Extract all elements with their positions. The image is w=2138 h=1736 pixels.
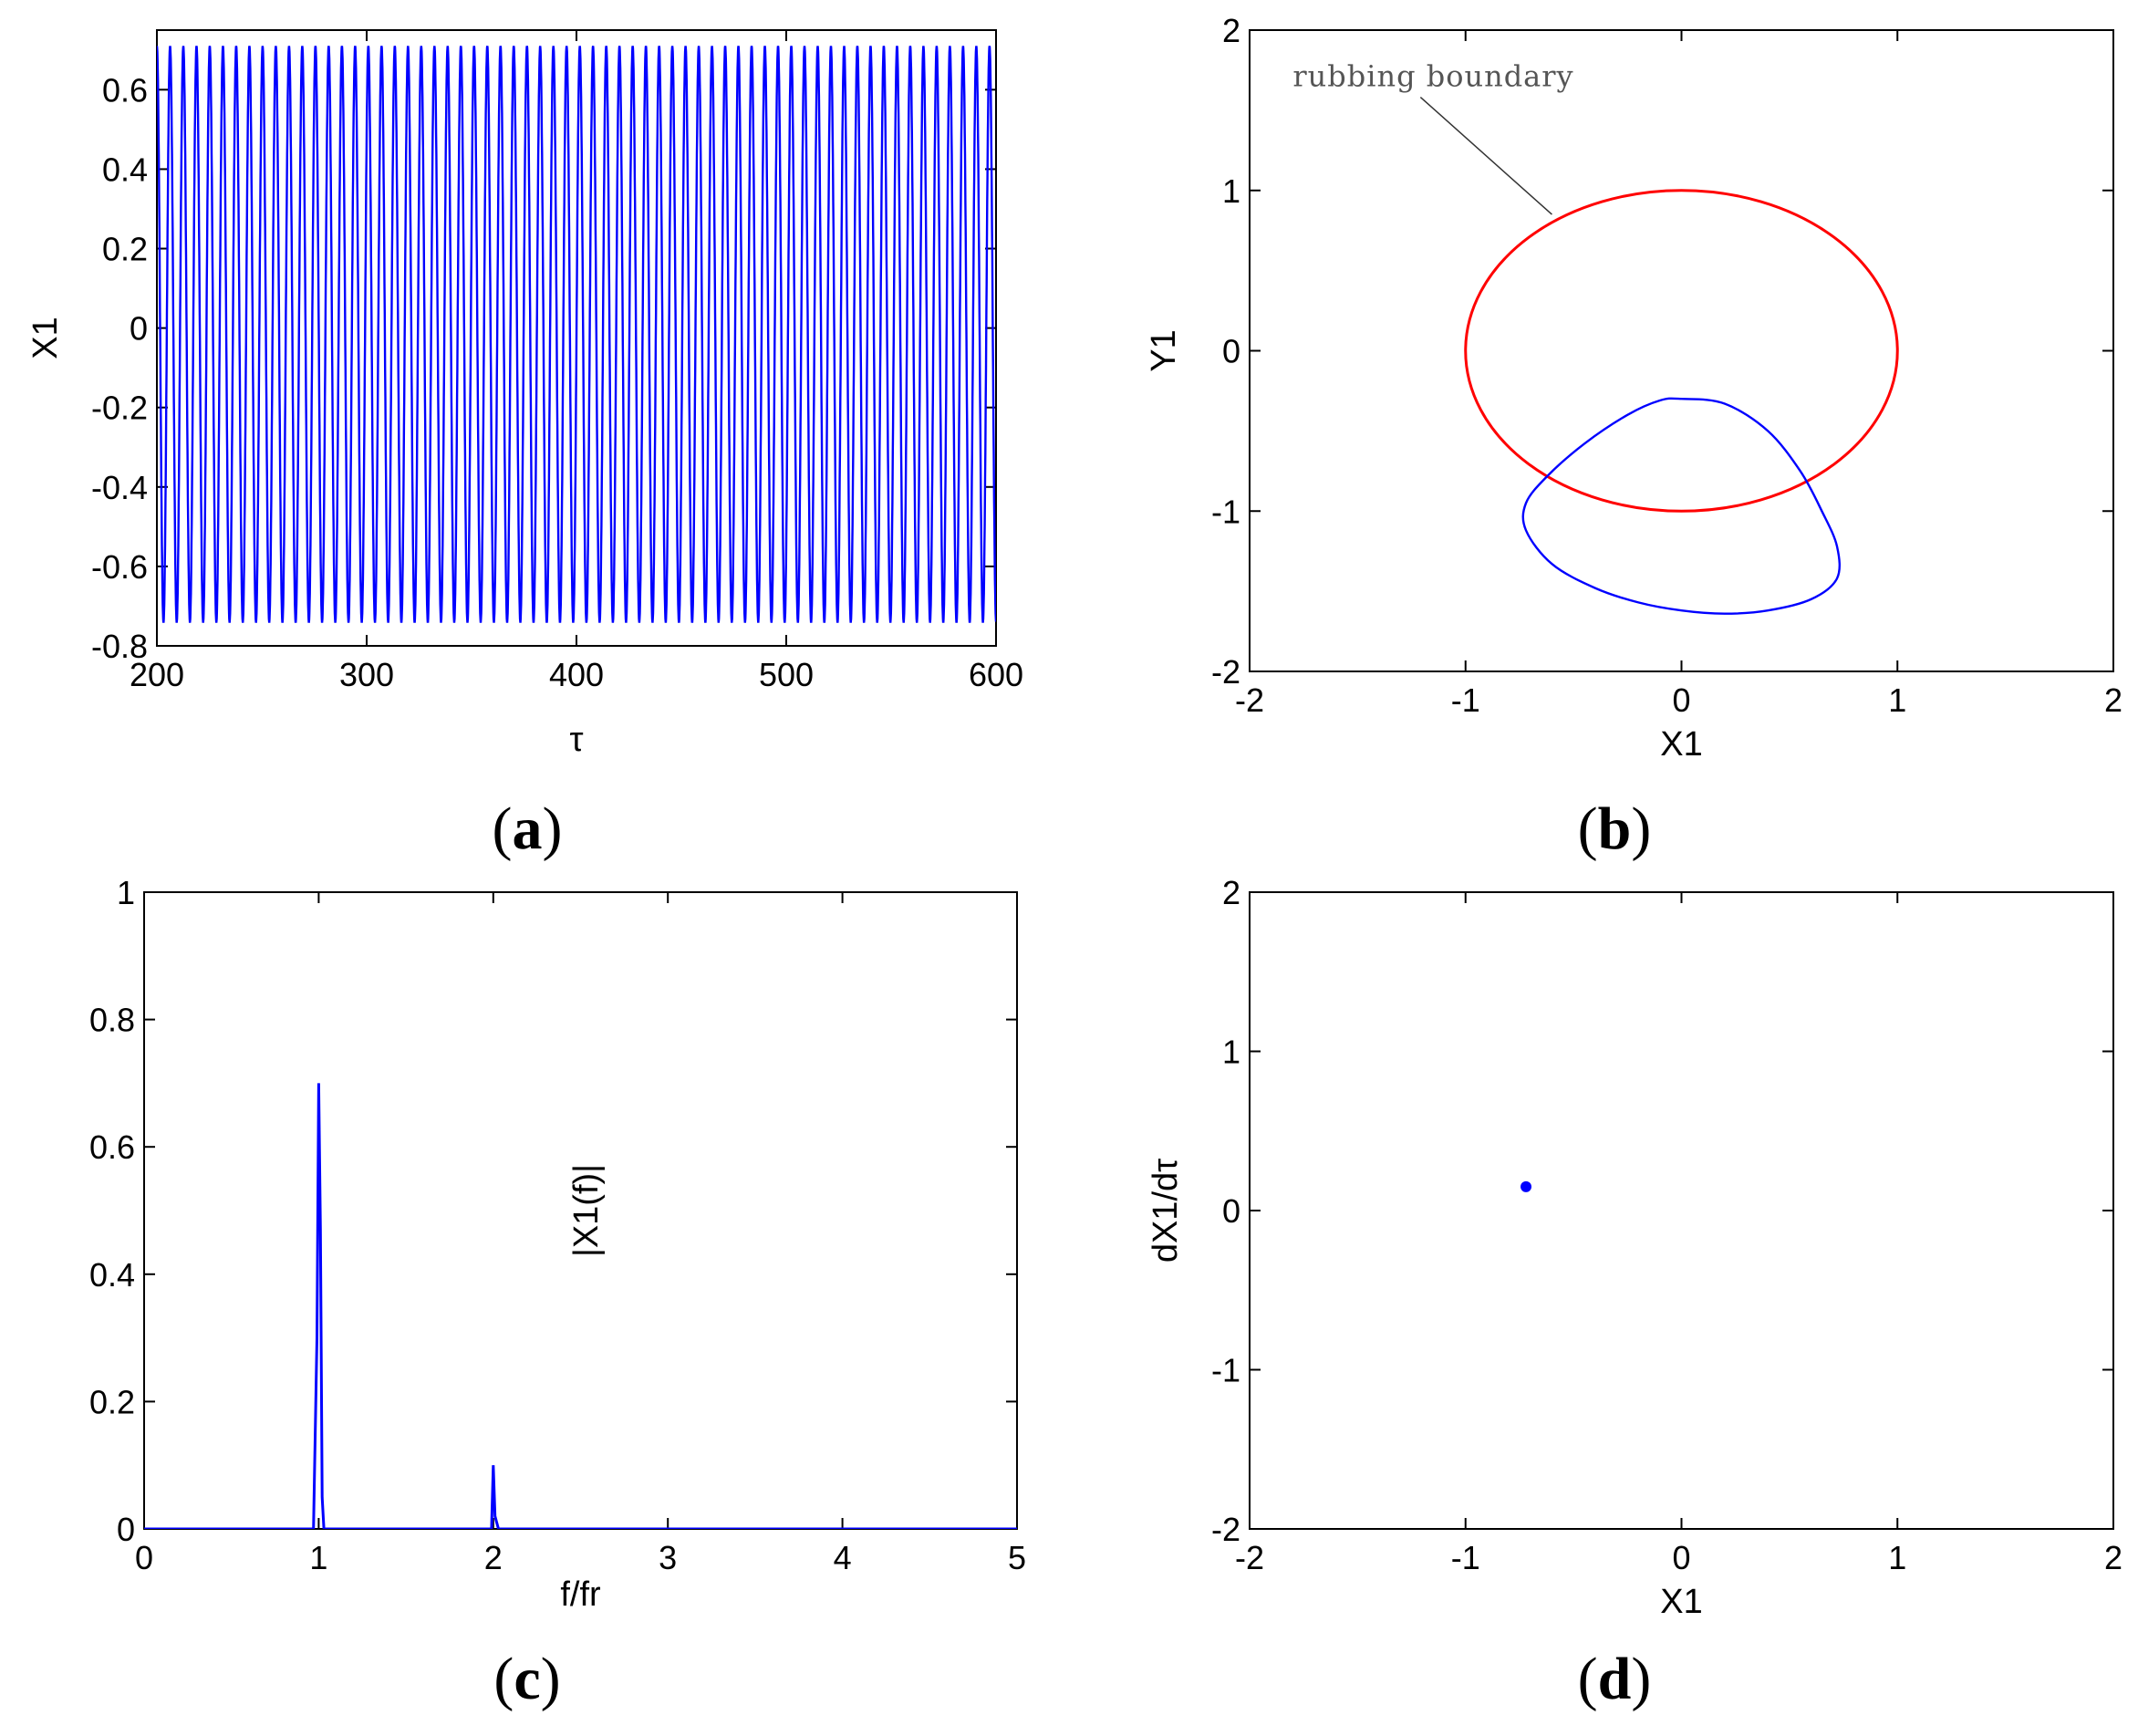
spectrum-line	[144, 1083, 1017, 1529]
x-tick-label: 1	[1888, 1539, 1906, 1576]
x-tick-label: 1	[309, 1539, 327, 1576]
panel-b: -2 -1 0 1 2 -2 -1 0 1 2 X1 Y1 rubbing boundary	[1145, 12, 2122, 764]
x-tick-label: 5	[1008, 1539, 1026, 1576]
annotation-label: rubbing boundary	[1292, 59, 1573, 94]
y-tick-label: 0	[117, 1511, 135, 1548]
x-tick-label: 0	[135, 1539, 153, 1576]
y-tick-label: -0.2	[91, 390, 148, 427]
x-tick-label: 3	[659, 1539, 677, 1576]
x-tick-label: 4	[834, 1539, 852, 1576]
y-axis-label: |X1(f)|	[567, 1164, 606, 1257]
caption-d: (d)	[1578, 1646, 1652, 1712]
y-tick-label: 0	[1222, 333, 1240, 370]
y-tick-label: 0.8	[89, 1002, 135, 1039]
y-tick-label: 1	[117, 874, 135, 911]
x-tick-label: 0	[1672, 1539, 1690, 1576]
panel-a: 200 300 400 500 600 -0.8 -0.6 -0.4 -0.2 0 0.2 0.4 0.…	[26, 29, 1023, 759]
rubbing-boundary-circle	[1464, 189, 1899, 513]
annotation-leader-line	[1419, 96, 1552, 215]
x-tick-label: 2	[484, 1539, 503, 1576]
plot-area	[157, 46, 996, 623]
y-tick-label: 0.2	[102, 231, 148, 268]
x-axis-label: X1	[1660, 1583, 1702, 1621]
x-axis-label: τ	[569, 721, 583, 759]
plot-frame	[1249, 891, 2114, 1530]
y-tick-label: 0	[130, 310, 148, 348]
plot-frame	[1249, 29, 2114, 672]
y-tick-label: -2	[1211, 653, 1240, 691]
caption-a: (a)	[493, 795, 563, 862]
caption-b: (b)	[1578, 795, 1652, 862]
y-tick-label: -2	[1211, 1511, 1240, 1548]
x-tick-label: 500	[759, 656, 814, 693]
series-line-x1	[157, 46, 996, 623]
y-tick-label: -0.6	[91, 548, 148, 586]
y-tick-label: -1	[1211, 493, 1240, 530]
y-tick-label: 1	[1222, 1034, 1240, 1071]
x-tick-label: 1	[1888, 681, 1906, 719]
y-tick-label: -0.8	[91, 628, 148, 665]
x-tick-label: 0	[1672, 681, 1690, 719]
y-axis-label: X1	[26, 317, 65, 359]
x-tick-label: 400	[549, 656, 604, 693]
poincare-point	[1520, 1180, 1532, 1192]
y-tick-label: 0	[1222, 1192, 1240, 1230]
y-tick-label: 0.4	[89, 1256, 135, 1294]
y-tick-label: -1	[1211, 1352, 1240, 1389]
y-axis-label: dX1/dτ	[1147, 1159, 1185, 1263]
y-tick-label: 0.4	[102, 151, 148, 188]
x-tick-label: -1	[1451, 1539, 1480, 1576]
y-tick-label: 0.6	[102, 71, 148, 109]
y-axis-label: Y1	[1145, 329, 1183, 371]
panel-c: 0 1 2 3 4 5 0 0.2 0.4 0.6 0.8 1 f/fr |X1(f)|	[89, 874, 1026, 1614]
x-tick-label: 300	[339, 656, 394, 693]
x-tick-label: 2	[2104, 681, 2122, 719]
plot-area	[1464, 189, 1899, 615]
y-tick-label: 2	[1222, 12, 1240, 49]
plot-area	[1520, 1180, 1532, 1192]
x-axis-label: X1	[1660, 725, 1702, 764]
x-tick-label: -2	[1235, 681, 1264, 719]
x-tick-label: -1	[1451, 681, 1480, 719]
y-tick-label: 1	[1222, 172, 1240, 210]
panel-d: -2 -1 0 1 2 -2 -1 0 1 2 X1 dX1/dτ	[1147, 874, 2122, 1621]
y-tick-label: 0.2	[89, 1383, 135, 1420]
x-tick-label: 200	[130, 656, 184, 693]
y-tick-label: 0.6	[89, 1128, 135, 1166]
rotor-orbit-line	[1521, 397, 1841, 615]
caption-c: (c)	[493, 1646, 560, 1712]
x-tick-label: 2	[2104, 1539, 2122, 1576]
x-tick-label: -2	[1235, 1539, 1264, 1576]
x-axis-label: f/fr	[560, 1575, 601, 1614]
plot-area	[144, 1083, 1017, 1529]
x-tick-label: 600	[969, 656, 1023, 693]
y-tick-label: 2	[1222, 874, 1240, 911]
y-tick-label: -0.4	[91, 469, 148, 506]
